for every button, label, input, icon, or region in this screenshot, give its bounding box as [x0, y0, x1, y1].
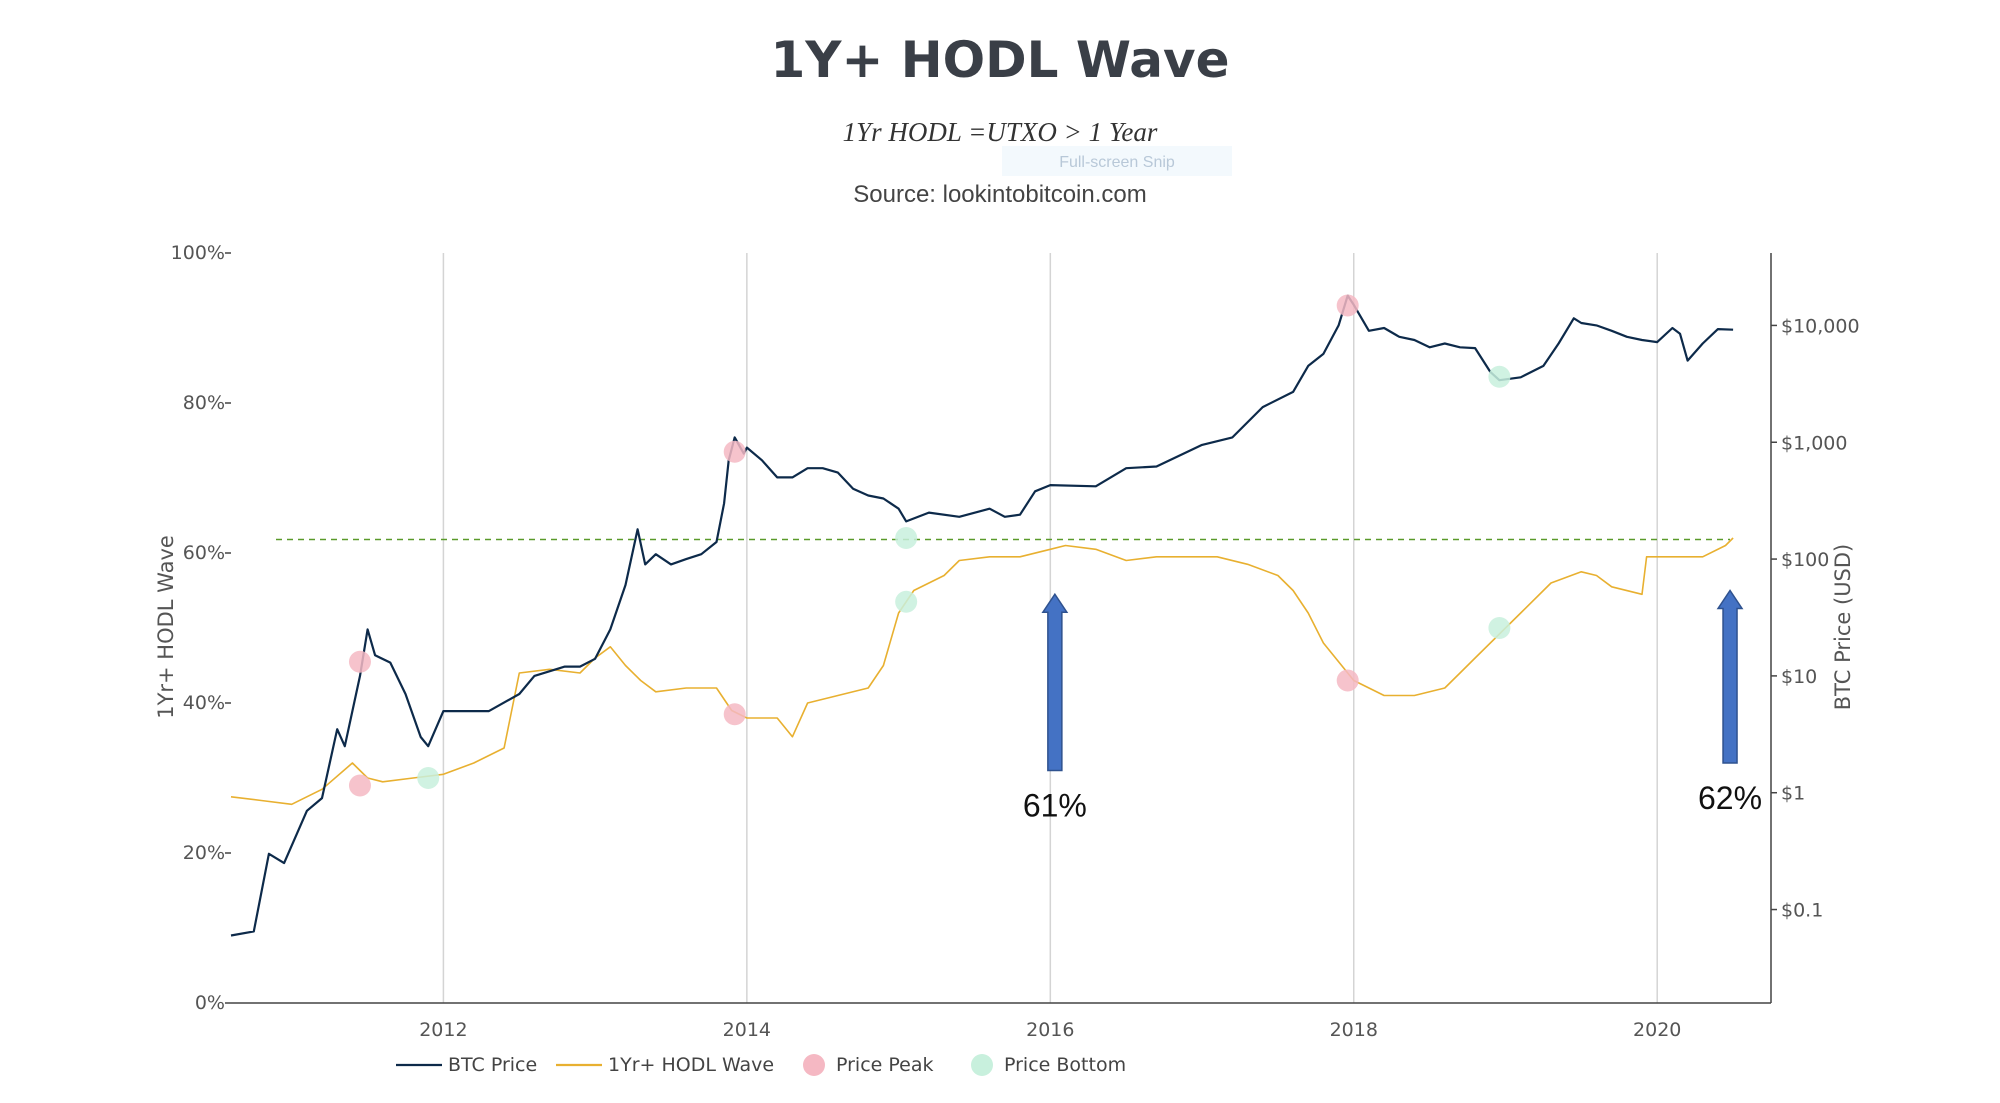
markers-group — [348, 294, 1511, 797]
btc-price-line — [230, 294, 1734, 937]
legend-label: Price Peak — [836, 1054, 934, 1076]
annotation-arrow — [1041, 592, 1069, 772]
price-bottom-marker — [1488, 365, 1511, 388]
price-bottom-marker — [417, 767, 440, 789]
chart-source: Source: lookintobitcoin.com — [853, 181, 1146, 208]
x-tick-label: 2016 — [1026, 1019, 1074, 1041]
annotation-label: 62% — [1698, 780, 1762, 816]
legend: BTC Price 1Yr+ HODL Wave Price Peak Price B… — [396, 1054, 1126, 1076]
y-right-tick-label: $10,000 — [1781, 315, 1860, 337]
y-right-tick-label: $100 — [1781, 549, 1829, 571]
chart-subtitle: 1Yr HODL =UTXO > 1 Year — [843, 117, 1158, 147]
x-tick-label: 2014 — [723, 1019, 771, 1041]
price-peak-marker — [348, 650, 371, 673]
snip-overlay-text: Full-screen Snip — [1059, 154, 1175, 171]
legend-swatch-dot — [971, 1054, 993, 1076]
axes — [225, 252, 1777, 1004]
y-left-tick-label: 80% — [183, 392, 225, 414]
price-peak-marker — [1336, 294, 1359, 317]
price-peak-marker — [723, 703, 746, 726]
chart-title: 1Y+ HODL Wave — [770, 31, 1229, 89]
price-bottom-marker — [1488, 617, 1511, 639]
annotation-label: 61% — [1023, 788, 1087, 824]
legend-label: 1Yr+ HODL Wave — [608, 1054, 774, 1076]
tick-labels: 2012 2014 2016 2018 2020 0% 20% 40% 60% 80% 100% $0… — [171, 242, 1860, 1041]
y-right-tick-label: $1 — [1781, 783, 1805, 805]
legend-label: BTC Price — [448, 1054, 537, 1076]
price-peak-marker — [348, 774, 371, 797]
annotation-arrow — [1716, 589, 1744, 764]
annotations-group: 61% 62% — [1023, 589, 1762, 824]
price-bottom-marker — [895, 590, 918, 613]
price-peak-marker — [1336, 669, 1359, 692]
legend-swatch-dot — [803, 1054, 825, 1076]
y-left-tick-label: 0% — [195, 992, 225, 1014]
price-peak-marker — [723, 440, 746, 463]
x-tick-label: 2012 — [419, 1019, 467, 1041]
y-right-tick-label: $0.1 — [1781, 900, 1823, 922]
y-left-axis-title: 1Yr+ HODL Wave — [154, 535, 178, 719]
price-bottom-marker — [895, 527, 918, 549]
x-tick-label: 2020 — [1633, 1019, 1681, 1041]
y-right-axis-title: BTC Price (USD) — [1831, 544, 1855, 711]
x-tick-label: 2018 — [1330, 1019, 1378, 1041]
snip-overlay-box — [1002, 146, 1232, 176]
hodl-wave-line — [230, 537, 1734, 806]
y-right-tick-label: $1,000 — [1781, 432, 1847, 454]
y-left-tick-label: 20% — [183, 842, 225, 864]
y-right-tick-label: $10 — [1781, 666, 1817, 688]
y-left-tick-label: 60% — [183, 542, 225, 564]
y-left-tick-label: 40% — [183, 692, 225, 714]
series-group — [230, 294, 1734, 937]
legend-label: Price Bottom — [1004, 1054, 1126, 1076]
y-left-tick-label: 100% — [171, 242, 225, 264]
